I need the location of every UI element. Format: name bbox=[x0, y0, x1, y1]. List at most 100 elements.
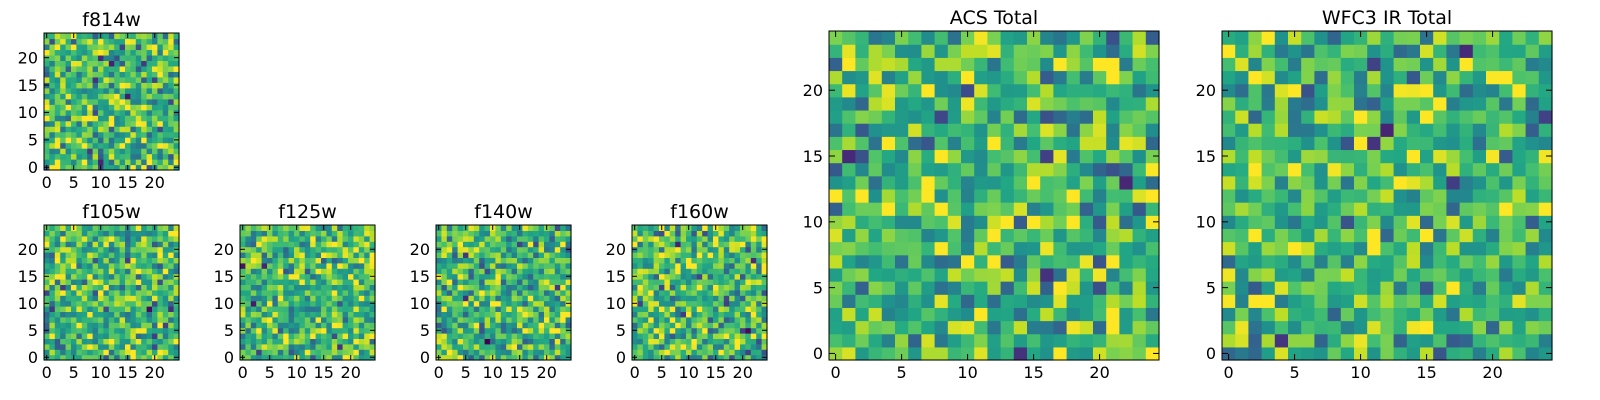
heatmap-cell bbox=[734, 327, 741, 334]
heatmap-cell bbox=[1027, 96, 1041, 111]
heatmap-cell bbox=[60, 137, 67, 144]
heatmap-cell bbox=[261, 289, 268, 296]
heatmap-cell bbox=[261, 262, 268, 269]
heatmap-cell bbox=[342, 289, 349, 296]
heatmap-cell bbox=[294, 311, 300, 318]
heatmap-cell bbox=[49, 71, 56, 78]
heatmap-cell bbox=[637, 300, 644, 307]
heatmap-cell bbox=[1106, 254, 1120, 269]
heatmap-cell bbox=[81, 71, 88, 78]
heatmap-cell bbox=[146, 327, 153, 334]
heatmap-cell bbox=[446, 338, 453, 345]
heatmap-cell bbox=[157, 131, 164, 138]
heatmap-cell bbox=[1079, 333, 1094, 348]
heatmap-cell bbox=[1222, 307, 1236, 322]
heatmap-cell bbox=[468, 354, 475, 361]
heatmap-cell bbox=[500, 306, 507, 312]
heatmap-cell bbox=[1314, 281, 1329, 295]
heatmap-cell bbox=[261, 343, 268, 350]
heatmap-cell bbox=[1301, 31, 1315, 45]
heatmap-cell bbox=[855, 346, 870, 361]
heatmap-cell bbox=[740, 252, 746, 258]
heatmap-cell bbox=[1512, 241, 1527, 256]
heatmap-cell bbox=[479, 300, 486, 307]
heatmap-cell bbox=[92, 98, 99, 105]
heatmap-cell bbox=[315, 257, 322, 264]
heatmap-cell bbox=[315, 343, 322, 350]
heatmap-cell bbox=[1327, 136, 1342, 151]
heatmap-cell bbox=[500, 257, 507, 264]
heatmap-cell bbox=[261, 268, 268, 275]
heatmap-cell bbox=[538, 300, 545, 307]
heatmap-cell bbox=[250, 316, 257, 323]
heatmap-cell bbox=[103, 65, 110, 72]
heatmap-cell bbox=[1327, 83, 1342, 98]
heatmap-cell bbox=[108, 262, 115, 269]
heatmap-cell bbox=[1119, 241, 1134, 256]
heatmap-cell bbox=[761, 322, 768, 329]
heatmap-cell bbox=[65, 338, 72, 345]
heatmap-cell bbox=[1222, 70, 1236, 85]
heatmap-cell bbox=[1327, 44, 1342, 58]
heatmap-cell bbox=[560, 333, 567, 339]
heatmap-cell bbox=[642, 268, 649, 275]
heatmap-cell bbox=[479, 268, 486, 275]
heatmap-cell bbox=[468, 279, 475, 285]
heatmap-cell bbox=[1288, 57, 1302, 72]
heatmap-cell bbox=[152, 120, 158, 127]
heatmap-cell bbox=[331, 252, 338, 258]
heatmap-cell bbox=[321, 246, 327, 253]
heatmap-cell bbox=[1472, 215, 1487, 229]
heatmap-cell bbox=[119, 98, 126, 105]
heatmap-cell bbox=[1380, 254, 1395, 269]
heatmap-cell bbox=[245, 257, 252, 264]
heatmap-cell bbox=[637, 343, 644, 350]
heatmap-cell bbox=[1472, 136, 1487, 151]
heatmap-cell bbox=[141, 126, 148, 133]
heatmap-cell bbox=[473, 316, 480, 323]
heatmap-cell bbox=[1106, 44, 1120, 58]
heatmap-cell bbox=[974, 83, 988, 98]
heatmap-cell bbox=[44, 230, 50, 237]
heatmap-cell bbox=[98, 311, 104, 318]
heatmap-cell bbox=[934, 320, 949, 335]
heatmap-cell bbox=[49, 225, 56, 231]
heatmap-cell bbox=[675, 300, 682, 307]
heatmap-cell bbox=[750, 273, 757, 280]
heatmap-cell bbox=[326, 230, 333, 237]
heatmap-cell bbox=[108, 343, 115, 350]
heatmap-cell bbox=[533, 316, 540, 323]
heatmap-cell bbox=[92, 76, 99, 83]
heatmap-cell bbox=[108, 164, 115, 171]
heatmap-cell bbox=[707, 241, 714, 248]
heatmap-cell bbox=[511, 252, 518, 258]
heatmap-cell bbox=[146, 354, 153, 361]
heatmap-cell bbox=[745, 273, 752, 280]
heatmap-cell bbox=[484, 322, 491, 329]
heatmap-cell bbox=[92, 54, 99, 61]
heatmap-cell bbox=[71, 126, 77, 133]
heatmap-cell bbox=[92, 327, 99, 334]
heatmap-cell bbox=[1066, 333, 1081, 348]
heatmap-cell bbox=[642, 327, 649, 334]
heatmap-cell bbox=[1499, 57, 1513, 72]
heatmap-cell bbox=[162, 252, 169, 258]
heatmap-cell bbox=[44, 284, 50, 291]
heatmap-cell bbox=[1027, 228, 1041, 243]
heatmap-cell bbox=[653, 322, 660, 329]
heatmap-cell bbox=[283, 273, 290, 280]
heatmap-cell bbox=[1525, 83, 1540, 98]
heatmap-cell bbox=[119, 327, 126, 334]
heatmap-cell bbox=[1235, 83, 1249, 98]
heatmap-cell bbox=[87, 262, 94, 269]
heatmap-cell bbox=[1106, 136, 1120, 151]
heatmap-cell bbox=[369, 322, 376, 329]
heatmap-cell bbox=[1261, 294, 1276, 308]
heatmap-cell bbox=[261, 279, 268, 285]
heatmap-cell bbox=[1222, 109, 1236, 124]
heatmap-cell bbox=[1327, 241, 1342, 256]
heatmap-cell bbox=[60, 148, 67, 155]
heatmap-cell bbox=[554, 279, 561, 285]
heatmap-cell bbox=[1093, 149, 1107, 164]
heatmap-cell bbox=[337, 295, 344, 302]
